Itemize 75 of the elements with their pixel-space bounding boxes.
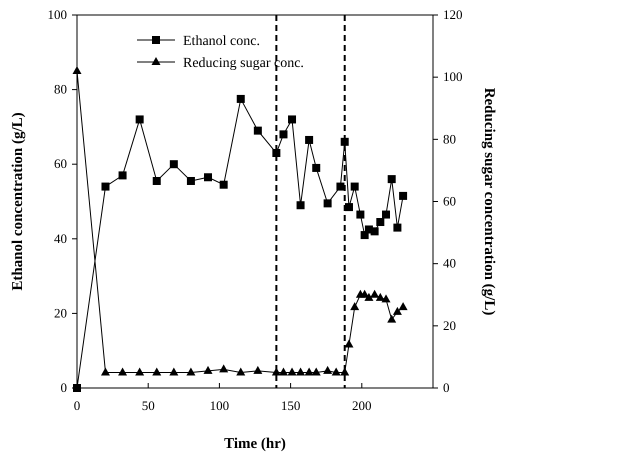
point [296, 367, 306, 376]
y-tick-label: 0 [60, 380, 67, 395]
y2-tick-label: 100 [443, 69, 462, 84]
point [312, 367, 321, 376]
point [312, 164, 320, 172]
y-tick-label: 20 [54, 305, 67, 320]
point [370, 227, 379, 236]
point [118, 171, 127, 180]
point [376, 218, 384, 226]
point [393, 224, 402, 232]
point [204, 366, 213, 374]
point [350, 182, 359, 191]
point [219, 364, 228, 372]
y2-tick-label: 20 [443, 318, 456, 333]
point [204, 173, 212, 182]
point [388, 175, 396, 184]
point [296, 201, 305, 210]
point [152, 176, 161, 185]
point [186, 176, 195, 185]
y-tick-label: 40 [54, 230, 67, 246]
point [100, 367, 110, 376]
x-tick-label: 150 [280, 398, 300, 413]
point [382, 210, 390, 219]
point [220, 180, 228, 189]
x-tick-label: 50 [142, 398, 155, 413]
point [288, 367, 297, 376]
point [118, 367, 128, 376]
point [324, 199, 332, 208]
point [186, 367, 196, 376]
point [236, 367, 246, 376]
x-tick-label: 0 [74, 398, 80, 413]
y2-axis-title: Reducing sugar concentration (g/L) [481, 88, 497, 316]
x-tick-label: 200 [352, 398, 372, 413]
point [135, 367, 144, 376]
x-tick-label: 100 [210, 398, 230, 413]
y2-tick-label: 120 [443, 7, 462, 22]
y-tick-label: 80 [54, 82, 67, 97]
point [136, 115, 144, 124]
point [279, 130, 288, 138]
point [387, 314, 396, 323]
y2-tick-label: 0 [443, 380, 450, 395]
point [169, 367, 178, 376]
point [254, 126, 262, 135]
point [170, 160, 178, 168]
point [272, 149, 280, 158]
point [382, 294, 391, 302]
point [370, 290, 380, 298]
point [398, 302, 408, 310]
point [323, 366, 332, 374]
point [288, 115, 296, 124]
point [101, 182, 110, 191]
point [350, 302, 360, 310]
point [340, 138, 349, 146]
y2-tick-label: 60 [443, 194, 456, 208]
point [336, 182, 344, 191]
point [344, 203, 353, 212]
point [392, 306, 402, 315]
point [356, 210, 364, 219]
point [278, 367, 288, 376]
point [332, 367, 341, 376]
point [304, 367, 314, 376]
legend-label: Reducing sugar conc. [183, 56, 304, 71]
point [253, 366, 262, 374]
y2-tick-label: 80 [443, 131, 456, 146]
point [236, 94, 245, 103]
point [364, 292, 374, 301]
legend-label: Ethanol conc. [183, 34, 260, 49]
point [399, 192, 408, 200]
y-tick-label: 60 [54, 156, 67, 172]
x-axis-title: Time (hr) [224, 436, 286, 452]
y2-tick-label: 40 [443, 256, 456, 271]
y-tick-label: 100 [48, 7, 67, 22]
point [305, 136, 314, 144]
point [152, 367, 162, 376]
y-axis-title: Ethanol concentration (g/L) [10, 112, 26, 291]
